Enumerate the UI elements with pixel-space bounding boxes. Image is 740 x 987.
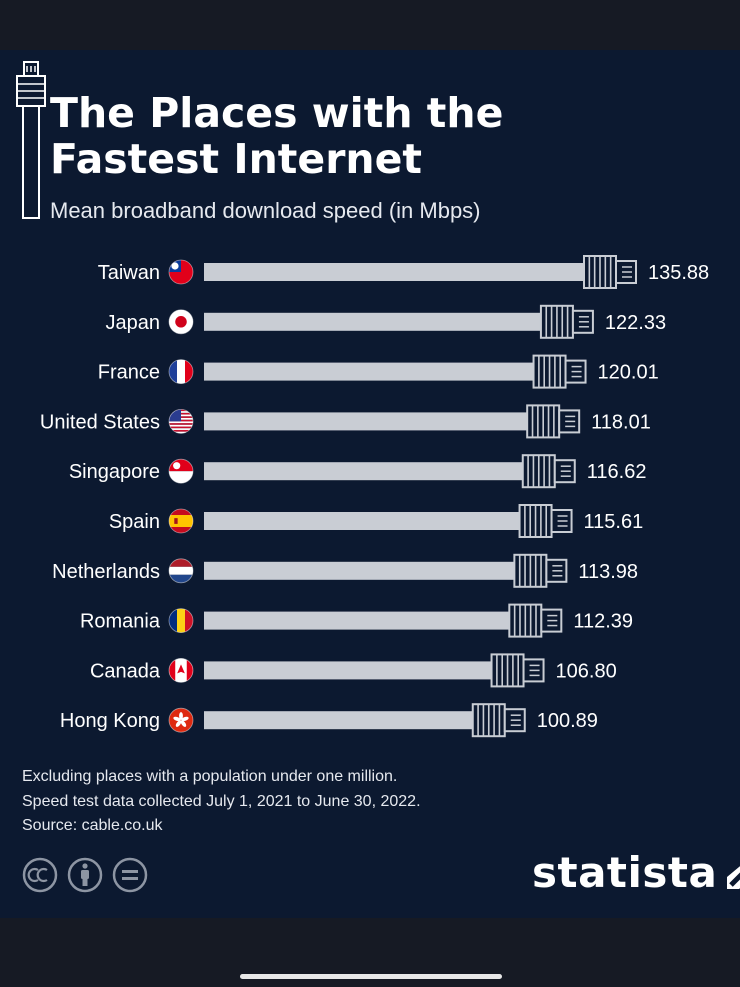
attribution-icon xyxy=(67,857,103,893)
category-label: Hong Kong xyxy=(60,710,160,732)
license-icons xyxy=(22,857,148,893)
ethernet-cable-icon xyxy=(16,61,46,219)
bar xyxy=(204,711,475,730)
bar xyxy=(204,611,512,630)
footnotes: Excluding places with a population under… xyxy=(22,765,421,839)
value-label: 135.88 xyxy=(648,262,709,284)
cable-connector xyxy=(539,304,594,339)
hong-kong-flag-icon xyxy=(168,707,194,733)
chart-title: The Places with the Fastest Internet xyxy=(50,90,503,182)
value-label: 100.89 xyxy=(537,710,598,732)
category-label: Netherlands xyxy=(52,561,160,583)
united-states-flag-icon xyxy=(168,408,194,434)
value-label: 118.01 xyxy=(591,411,651,433)
cable-connector xyxy=(490,653,545,688)
singapore-flag-icon xyxy=(168,458,194,484)
chart-subtitle: Mean broadband download speed (in Mbps) xyxy=(50,198,481,223)
cable-connector xyxy=(508,603,563,638)
category-label: Romania xyxy=(80,611,161,633)
value-label: 115.61 xyxy=(584,511,644,533)
cable-connector xyxy=(518,504,573,538)
bar xyxy=(204,312,543,331)
bar xyxy=(204,263,586,281)
logo-text: statista xyxy=(532,848,718,897)
cable-connector xyxy=(513,553,568,588)
category-label: Taiwan xyxy=(98,262,160,284)
statista-mark-icon xyxy=(727,856,740,889)
value-label: 122.33 xyxy=(605,312,666,334)
bar xyxy=(204,412,530,431)
canada-flag-icon xyxy=(168,658,194,683)
bar xyxy=(204,661,494,680)
bar xyxy=(204,512,522,530)
netherlands-flag-icon xyxy=(168,558,194,584)
value-label: 116.62 xyxy=(587,461,647,483)
cable-connector xyxy=(526,404,581,439)
category-label: United States xyxy=(40,411,160,433)
value-label: 112.39 xyxy=(573,611,633,633)
home-indicator xyxy=(240,974,502,979)
category-label: France xyxy=(98,362,160,384)
value-label: 106.80 xyxy=(556,660,617,682)
category-label: Canada xyxy=(90,660,161,682)
footnote-population: Excluding places with a population under… xyxy=(22,768,398,785)
category-label: Japan xyxy=(106,312,161,334)
japan-flag-icon xyxy=(168,309,194,335)
category-label: Spain xyxy=(109,511,160,533)
category-label: Singapore xyxy=(69,461,160,483)
spain-flag-icon xyxy=(168,508,194,534)
cable-connector xyxy=(583,255,637,289)
statista-logo: statista xyxy=(532,848,740,897)
france-flag-icon xyxy=(168,359,194,385)
infographic-panel xyxy=(0,50,740,918)
romania-flag-icon xyxy=(168,608,194,633)
taiwan-flag-icon xyxy=(168,259,194,285)
cable-connector xyxy=(532,354,587,389)
value-label: 113.98 xyxy=(578,561,638,583)
no-derivatives-icon xyxy=(112,857,148,893)
value-label: 120.01 xyxy=(598,362,659,384)
footnote-period: Speed test data collected July 1, 2021 t… xyxy=(22,792,421,810)
cable-connector xyxy=(471,703,526,738)
bar xyxy=(204,362,536,381)
bar xyxy=(204,462,525,481)
bar xyxy=(204,561,517,580)
cable-connector xyxy=(521,454,576,489)
footnote-source: Source: cable.co.uk xyxy=(22,817,163,834)
chart-title-line: The Places with the xyxy=(50,89,504,137)
bar-chart: Taiwan 135.88 Japan 122.33 France 120.01 Unite… xyxy=(40,255,709,738)
chart-title-line: Fastest Internet xyxy=(50,135,423,183)
creative-commons-icon xyxy=(22,857,58,893)
